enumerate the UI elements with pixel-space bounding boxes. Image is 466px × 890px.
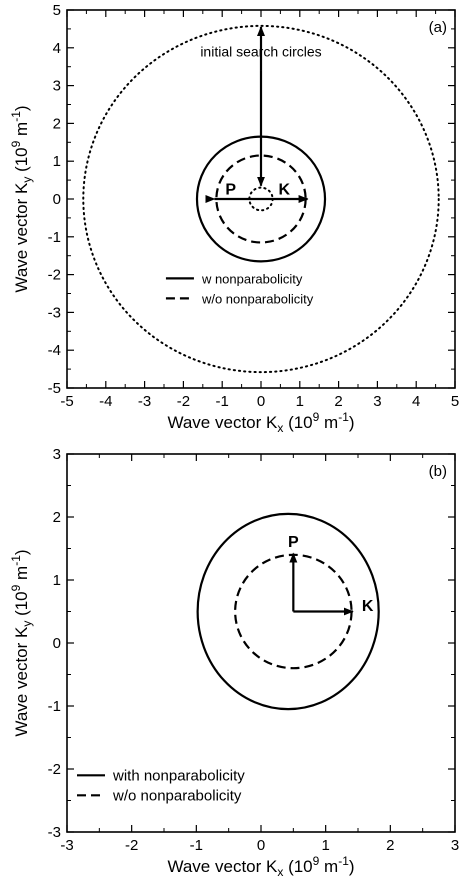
x-tick-label-b: 1 bbox=[321, 837, 329, 854]
x-axis-label-b-unit-mid: m bbox=[319, 857, 338, 876]
y-tick-label-a: 3 bbox=[53, 78, 61, 95]
x-tick-label-a: -1 bbox=[216, 393, 229, 410]
legend-label-b-0: with nonparabolicity bbox=[112, 767, 245, 784]
y-tick-label-b: -1 bbox=[48, 698, 61, 715]
panel-label-a: (a) bbox=[429, 19, 447, 36]
series-curve-b-solid-0 bbox=[196, 512, 380, 711]
y-axis-label-b-superscript-1: 9 bbox=[9, 584, 23, 591]
series-curve-a-dotted-2 bbox=[82, 24, 440, 374]
y-tick-label-b: -3 bbox=[48, 824, 61, 841]
x-axis-label-b-prefix: Wave vector K bbox=[167, 857, 278, 876]
x-tick-label-a: 3 bbox=[373, 393, 381, 410]
panel-label-b: (b) bbox=[429, 463, 447, 480]
y-axis-label-b-unit-open: (10 bbox=[12, 591, 31, 620]
y-axis-label-a-superscript-2: -1 bbox=[9, 111, 23, 122]
y-axis-label-a-unit-open: (10 bbox=[12, 147, 31, 176]
y-tick-label-a: 4 bbox=[53, 40, 61, 57]
x-tick-label-a: 1 bbox=[296, 393, 304, 410]
y-tick-label-b: -2 bbox=[48, 761, 61, 778]
y-axis-label-a-subscript: y bbox=[20, 177, 34, 183]
x-axis-label-a-unit-open: (10 bbox=[283, 413, 312, 432]
x-axis-label-a: Wave vector Kx (109 m-1) bbox=[167, 410, 354, 435]
x-tick-label-b: -1 bbox=[190, 837, 203, 854]
point-label-a-0: P bbox=[225, 181, 236, 198]
x-axis-label-a-unit-mid: m bbox=[319, 413, 338, 432]
x-axis-label-b: Wave vector Kx (109 m-1) bbox=[167, 854, 354, 879]
x-axis-label-a-superscript-1: 9 bbox=[313, 410, 320, 424]
y-tick-label-a: 1 bbox=[53, 153, 61, 170]
x-axis-label-a-unit-close: ) bbox=[349, 413, 355, 432]
x-axis-label-a-superscript-2: -1 bbox=[338, 410, 349, 424]
x-tick-label-b: -3 bbox=[60, 837, 73, 854]
y-axis-label-b-subscript: y bbox=[20, 621, 34, 627]
x-tick-label-a: 5 bbox=[451, 393, 459, 410]
panel-a: -5 -4 -3 -2 -1 0 1 2 3 4 5 -5 -4 -3 -2 -1 0 1 2 3 4 5 Wave vec… bbox=[9, 2, 459, 435]
x-tick-label-b: -2 bbox=[125, 837, 138, 854]
x-tick-label-a: 4 bbox=[412, 393, 420, 410]
x-axis-label-b-unit-open: (10 bbox=[283, 857, 312, 876]
y-tick-label-a: -4 bbox=[48, 342, 61, 359]
y-tick-label-b: 0 bbox=[53, 635, 61, 652]
y-tick-label-b: 1 bbox=[53, 572, 61, 589]
point-label-b-1: K bbox=[362, 598, 374, 615]
legend-label-a-0: w nonparabolicity bbox=[201, 271, 303, 286]
y-axis-label-b: Wave vector Ky (109 m-1) bbox=[9, 549, 34, 736]
y-axis-label-b-superscript-2: -1 bbox=[9, 555, 23, 566]
x-axis-label-b-subscript: x bbox=[277, 865, 283, 879]
x-tick-label-a: -2 bbox=[177, 393, 190, 410]
x-axis-label-b-unit-close: ) bbox=[349, 857, 355, 876]
x-tick-label-a: -4 bbox=[99, 393, 112, 410]
x-axis-label-a-subscript: x bbox=[277, 421, 283, 435]
y-axis-label-b-unit-mid: m bbox=[12, 566, 31, 585]
x-tick-label-a: 0 bbox=[257, 393, 265, 410]
y-tick-label-a: 5 bbox=[53, 2, 61, 19]
x-tick-label-b: 3 bbox=[451, 837, 459, 854]
y-axis-label-b-unit-close: ) bbox=[12, 549, 31, 555]
y-tick-label-a: -3 bbox=[48, 304, 61, 321]
point-label-a-1: K bbox=[278, 181, 290, 198]
y-tick-label-a: 2 bbox=[53, 115, 61, 132]
x-tick-label-b: 2 bbox=[386, 837, 394, 854]
y-axis-label-a-prefix: Wave vector K bbox=[12, 182, 31, 293]
y-axis-label-a-unit-mid: m bbox=[12, 122, 31, 141]
y-tick-label-a: 0 bbox=[53, 191, 61, 208]
x-axis-label-b-superscript-1: 9 bbox=[313, 854, 320, 868]
y-tick-label-a: -2 bbox=[48, 267, 61, 284]
y-tick-label-b: 2 bbox=[53, 509, 61, 526]
y-tick-label-b: 3 bbox=[53, 446, 61, 463]
x-tick-label-b: 0 bbox=[257, 837, 265, 854]
x-tick-label-a: 2 bbox=[334, 393, 342, 410]
x-tick-label-a: -3 bbox=[138, 393, 151, 410]
x-axis-label-a-prefix: Wave vector K bbox=[167, 413, 278, 432]
panel-b: -3 -2 -1 0 1 2 3 -3 -2 -1 0 1 2 3 Wave vector Kx (109 … bbox=[9, 446, 459, 879]
y-axis-label-a: Wave vector Ky (109 m-1) bbox=[9, 105, 34, 292]
y-axis-label-b-prefix: Wave vector K bbox=[12, 626, 31, 737]
legend-label-b-1: w/o nonparabolicity bbox=[112, 787, 242, 804]
y-axis-label-a-unit-close: ) bbox=[12, 105, 31, 111]
y-tick-label-a: -1 bbox=[48, 229, 61, 246]
x-axis-label-b-superscript-2: -1 bbox=[338, 854, 349, 868]
y-tick-label-a: -5 bbox=[48, 380, 61, 397]
legend-label-a-1: w/o nonparabolicity bbox=[201, 291, 314, 306]
point-label-b-0: P bbox=[288, 534, 299, 551]
x-tick-label-a: -5 bbox=[60, 393, 73, 410]
y-axis-label-a-superscript-1: 9 bbox=[9, 140, 23, 147]
